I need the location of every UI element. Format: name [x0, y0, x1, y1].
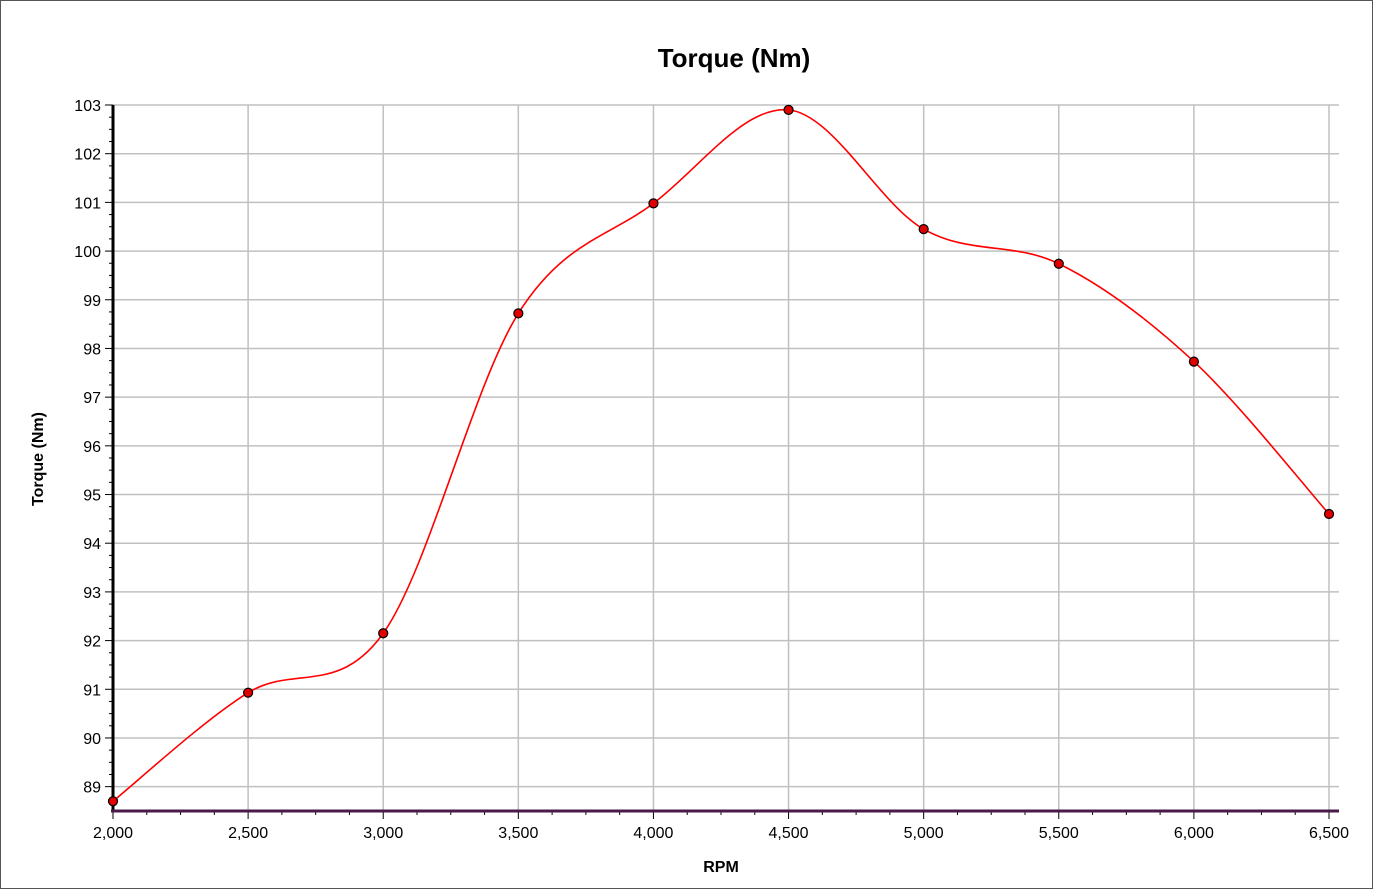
tick-labels: 2,000 2,500 3,000 3,500 4,000 4,500 5,000 5,500… [74, 98, 1349, 842]
x-tick-label: 6,000 [1174, 825, 1214, 842]
data-point [1323, 508, 1335, 520]
y-tick-label: 98 [83, 341, 101, 358]
data-point [1053, 258, 1064, 269]
y-tick-label: 93 [83, 585, 101, 602]
y-tick-label: 94 [83, 536, 101, 553]
x-tick-label: 3,000 [363, 825, 403, 842]
data-point [243, 687, 254, 698]
y-tick-label: 102 [74, 147, 101, 164]
x-tick-label: 4,000 [633, 825, 673, 842]
y-tick-label: 99 [83, 293, 101, 310]
data-point [648, 198, 659, 209]
x-tick-label: 3,500 [498, 825, 538, 842]
data-point [783, 104, 794, 115]
y-tick-label: 90 [83, 731, 101, 748]
y-tick-label: 100 [74, 244, 101, 261]
torque-series-line [112, 109, 1330, 802]
y-tick-label: 92 [83, 634, 101, 651]
y-tick-label: 91 [83, 682, 101, 699]
chart-title: Torque (Nm) [658, 43, 811, 73]
data-point [513, 308, 524, 319]
y-axis-label: Torque (Nm) [30, 412, 47, 506]
x-tick-label: 6,500 [1309, 825, 1349, 842]
data-point [1188, 356, 1199, 367]
y-tick-label: 97 [83, 390, 101, 407]
axes [105, 104, 1339, 819]
data-point [378, 628, 389, 639]
y-tick-label: 101 [74, 195, 101, 212]
x-axis-label: RPM [703, 859, 739, 876]
data-point-markers [107, 104, 1335, 807]
y-tick-label: 95 [83, 488, 101, 505]
x-tick-label: 4,500 [769, 825, 809, 842]
y-tick-label: 96 [83, 439, 101, 456]
data-point [918, 224, 929, 235]
data-point [107, 796, 119, 807]
y-tick-label: 89 [83, 780, 101, 797]
grid-lines [113, 104, 1339, 811]
minor-ticks [109, 116, 1296, 815]
x-tick-label: 2,500 [228, 825, 268, 842]
x-tick-label: 2,000 [93, 825, 133, 842]
y-tick-label: 103 [74, 98, 101, 115]
x-tick-label: 5,000 [904, 825, 944, 842]
x-tick-label: 5,500 [1039, 825, 1079, 842]
